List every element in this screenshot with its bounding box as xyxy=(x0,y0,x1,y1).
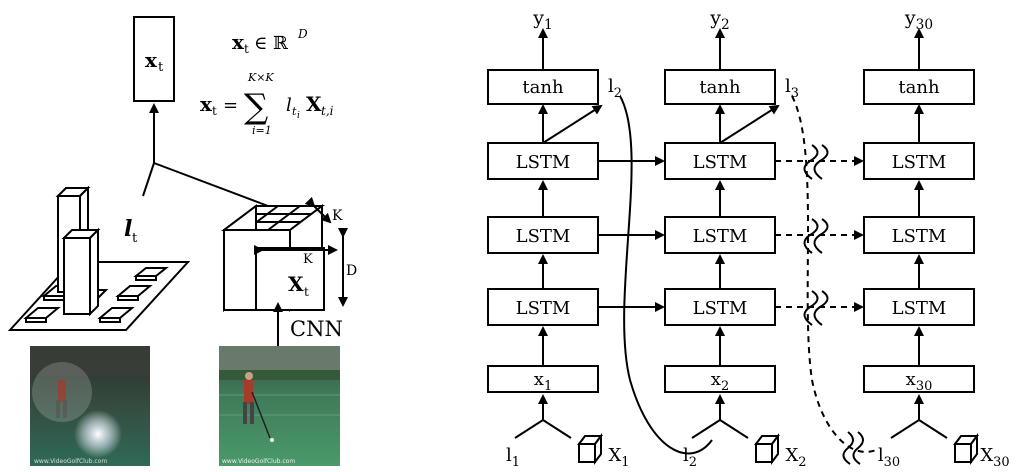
lstm-label: LSTM xyxy=(892,298,947,319)
video-frame-attention: www.VideoGolfClub.com xyxy=(30,346,150,466)
lstm-label: LSTM xyxy=(693,152,748,173)
cnn-label: CNN xyxy=(290,317,343,341)
input-x-box xyxy=(664,365,776,393)
lt-label: l xyxy=(124,216,132,242)
eq2-eq: = xyxy=(223,95,238,116)
break-mark xyxy=(842,431,854,465)
video-frame-input: www.VideoGolfClub.com xyxy=(219,346,340,466)
output-label: y1 xyxy=(532,7,552,33)
xt-box-sub: t xyxy=(158,60,164,75)
input-x-label: x2 xyxy=(711,369,729,394)
column-1 xyxy=(487,28,603,465)
attention-location-label: l2 xyxy=(608,76,622,101)
input-x-box xyxy=(487,365,599,393)
img1-watermark: www.VideoGolfClub.com xyxy=(34,458,107,465)
tanh-label: tanh xyxy=(898,77,940,98)
eq1-sub: t xyxy=(244,42,249,56)
break-mark xyxy=(852,431,864,465)
cube-X: X xyxy=(288,272,304,296)
cube-k-top: K xyxy=(332,208,343,224)
lstm-box xyxy=(487,216,599,254)
location-label: l1 xyxy=(506,445,520,470)
eq2-sub: t xyxy=(212,104,217,118)
equation-2: x t = ∑ K×K i=1 l t i X t,i xyxy=(200,71,334,137)
feature-cube-small xyxy=(577,433,603,465)
img2-watermark: www.VideoGolfClub.com xyxy=(222,458,295,465)
eq1-lhs: x xyxy=(232,30,245,54)
location-label: l30 xyxy=(878,445,900,470)
cube-d: D xyxy=(346,263,357,279)
column-3 xyxy=(863,28,979,465)
eq1-sup: D xyxy=(297,27,308,41)
attention-map: l t xyxy=(7,185,191,331)
location-feedback-curve xyxy=(619,95,713,455)
branch-left-line xyxy=(142,162,155,197)
eq2-l-subsub: i xyxy=(297,111,300,121)
branch-right-line xyxy=(153,162,269,207)
lstm-label: LSTM xyxy=(892,152,947,173)
feature-cube: K K D X t xyxy=(221,196,357,312)
xt-box: x t xyxy=(133,16,175,102)
cube-X-sub: t xyxy=(304,285,309,299)
eq2-lhs: x xyxy=(200,92,213,116)
output-label: y30 xyxy=(904,7,933,33)
cube-k-front: K xyxy=(303,252,313,267)
lstm-box xyxy=(664,288,776,326)
lstm-label: LSTM xyxy=(693,226,748,247)
lstm-label: LSTM xyxy=(892,226,947,247)
lstm-label: LSTM xyxy=(516,298,571,319)
equation-1: x t ∈ ℝ D xyxy=(232,27,308,56)
location-label: l2 xyxy=(683,445,697,470)
feature-X-label: X1 xyxy=(608,445,629,470)
eq2-X-sub: t,i xyxy=(321,104,334,118)
attention-location-label: l3 xyxy=(785,76,799,101)
eq2-l-sub: t xyxy=(292,105,297,118)
lt-sub: t xyxy=(132,231,138,246)
eq2-sigma: ∑ xyxy=(244,87,268,127)
break-mark xyxy=(813,290,829,326)
tanh-label: tanh xyxy=(522,77,564,98)
input-x-label: x30 xyxy=(906,369,933,394)
lstm-box xyxy=(863,142,975,180)
k-top-arrow xyxy=(304,196,332,224)
output-label: y2 xyxy=(709,7,729,33)
lstm-label: LSTM xyxy=(516,152,571,173)
lstm-box xyxy=(863,216,975,254)
location-feedback-dashed-curve xyxy=(791,95,877,453)
tanh-label: tanh xyxy=(699,77,741,98)
feature-cube-small xyxy=(953,433,979,465)
tanh-box xyxy=(664,69,776,105)
lstm-label: LSTM xyxy=(516,226,571,247)
feature-cube-small xyxy=(754,433,780,465)
lstm-box xyxy=(863,288,975,326)
break-mark xyxy=(813,144,829,180)
input-x-box xyxy=(863,365,975,393)
feature-X-label: X30 xyxy=(980,445,1009,470)
input-x-label: x1 xyxy=(534,369,552,394)
eq1-rel: ∈ ℝ xyxy=(254,33,289,54)
xt-box-label: x xyxy=(145,48,158,72)
break-mark xyxy=(803,290,819,326)
eq2-lower: i=1 xyxy=(252,124,272,137)
eq2-l: l xyxy=(286,95,292,116)
lstm-label: LSTM xyxy=(693,298,748,319)
eq2-X: X xyxy=(306,92,322,116)
left-panel: x t x t ∈ ℝ D x t = ∑ K×K i=1 l t i X t,… xyxy=(7,16,357,466)
feature-X-label: X2 xyxy=(785,445,806,470)
break-mark xyxy=(803,218,819,254)
attention-bar-front xyxy=(61,227,101,317)
right-panel: y1 tanh LSTM LSTM LSTM x1 l1 X1 y2 tanh LSTM LSTM LS… xyxy=(487,7,1010,470)
eq2-upper: K×K xyxy=(247,71,274,84)
break-mark xyxy=(813,218,829,254)
